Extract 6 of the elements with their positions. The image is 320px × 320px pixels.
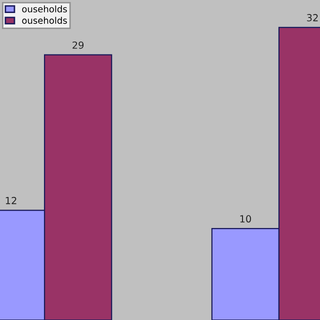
legend-label: ouseholds — [22, 16, 67, 24]
data-label: 32 — [307, 14, 318, 22]
data-label: 10 — [240, 215, 251, 223]
data-label: 29 — [72, 41, 84, 49]
legend-label: ouseholds — [22, 5, 67, 12]
data-label: 12 — [6, 196, 16, 204]
